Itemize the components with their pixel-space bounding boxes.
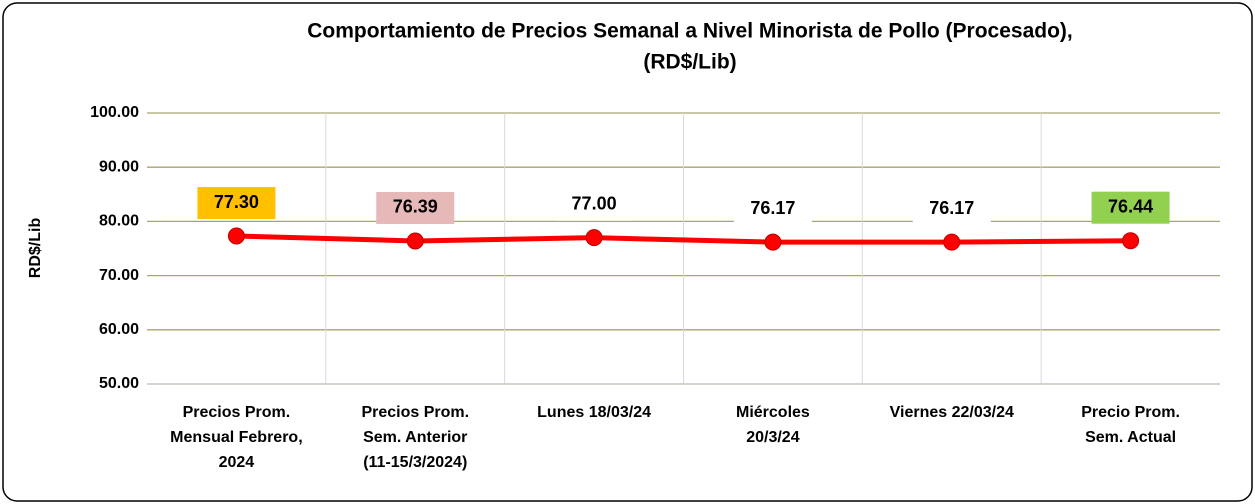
data-label: 76.44 (1108, 196, 1153, 216)
marker (1122, 232, 1140, 250)
x-tick-label: Sem. Actual (1085, 429, 1176, 446)
x-tick-label: Lunes 18/03/24 (537, 404, 651, 421)
y-tick-label: 70.00 (99, 267, 139, 284)
data-label: 77.30 (214, 192, 259, 212)
data-label-box (912, 193, 991, 226)
data-label: 77.00 (572, 193, 617, 213)
data-label-box (733, 193, 812, 226)
x-tick-label: Sem. Anterior (363, 429, 467, 446)
marker (764, 233, 782, 251)
marker (943, 233, 961, 251)
x-tick-label: Mensual Febrero, (170, 429, 302, 446)
data-label-box (555, 188, 634, 221)
x-tick-label: Precio Prom. (1081, 404, 1180, 421)
y-tick-label: 90.00 (99, 158, 139, 175)
data-label-box (197, 187, 276, 220)
data-label-box (376, 191, 455, 224)
data-label: 76.17 (929, 198, 974, 218)
data-label-box (1091, 191, 1170, 224)
x-tick-label: (11-15/3/2024) (363, 454, 467, 471)
data-label: 76.39 (393, 197, 438, 217)
y-axis-label: RD$/Lib (27, 218, 44, 279)
x-tick-label: Precios Prom. (361, 404, 469, 421)
x-tick-label: Precios Prom. (183, 404, 291, 421)
line (236, 233, 1131, 245)
x-tick-label: 2024 (219, 454, 255, 471)
x-tick-label: Miércoles (736, 404, 810, 421)
y-tick-label: 80.00 (99, 213, 139, 230)
chart-title: Comportamiento de Precios Semanal a Nive… (307, 20, 1073, 43)
marker (227, 227, 245, 245)
y-tick-label: 100.00 (90, 104, 139, 121)
data-label: 76.17 (750, 198, 795, 218)
x-tick-label: Viernes 22/03/24 (890, 404, 1014, 421)
x-tick-label: 20/3/24 (746, 429, 799, 446)
chart-title: (RD$/Lib) (643, 51, 736, 74)
marker (585, 229, 603, 247)
y-tick-label: 50.00 (99, 375, 139, 392)
marker (406, 232, 424, 250)
y-tick-label: 60.00 (99, 321, 139, 338)
